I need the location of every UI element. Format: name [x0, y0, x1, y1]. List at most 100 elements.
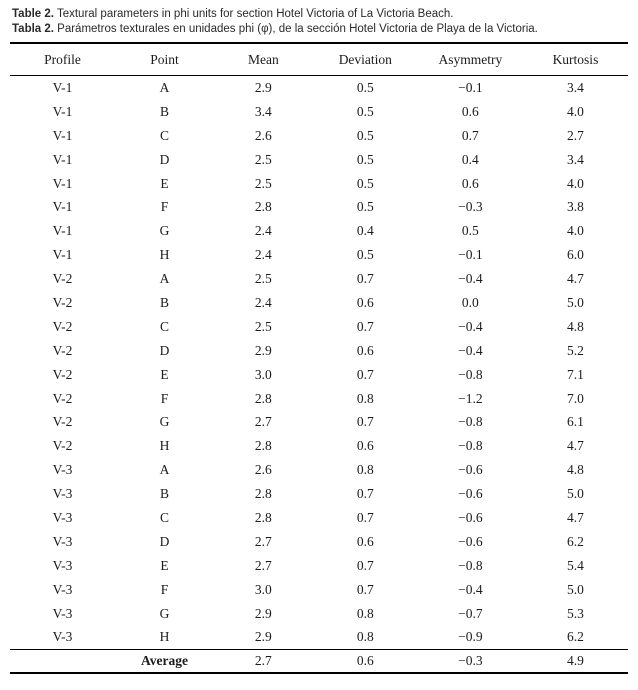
profile-cell: V-3 — [52, 581, 73, 597]
profile-cell: V-3 — [52, 629, 73, 645]
kurtosis-cell: 5.0 — [567, 294, 584, 310]
mean-cell: 2.6 — [254, 462, 272, 478]
table-row: V-1 B 3.4 0.5 0.6 4.0 — [10, 100, 628, 124]
asymmetry-cell: 0.4 — [461, 151, 479, 167]
kurtosis-cell: 4.7 — [567, 509, 584, 525]
table-row: V-1 G 2.4 0.4 0.5 4.0 — [10, 219, 628, 243]
asymmetry-cell: −0.3 — [458, 199, 483, 215]
table-row: V-1 A 2.9 0.5 −0.1 3.4 — [10, 76, 628, 100]
table-row: V-3 G 2.9 0.8 −0.7 5.3 — [10, 602, 628, 626]
point-cell: C — [159, 318, 169, 334]
profile-cell: V-2 — [52, 271, 73, 287]
deviation-cell: 0.6 — [356, 342, 374, 358]
asymmetry-cell: −0.9 — [458, 629, 483, 645]
deviation-cell: 0.7 — [356, 557, 374, 573]
profile-cell: V-2 — [52, 438, 73, 454]
table-body: V-1 A 2.9 0.5 −0.1 3.4 V-1 B 3.4 0.5 0.6… — [10, 76, 628, 674]
point-cell: D — [159, 533, 170, 549]
table-row: V-2 A 2.5 0.7 −0.4 4.7 — [10, 267, 628, 291]
deviation-cell: 0.8 — [356, 605, 374, 621]
profile-cell: V-2 — [52, 366, 73, 382]
average-mean-cell: 2.7 — [213, 649, 313, 674]
asymmetry-cell: −0.8 — [458, 366, 483, 382]
profile-cell: V-1 — [52, 151, 73, 167]
kurtosis-cell: 4.0 — [567, 223, 584, 239]
profile-cell: V-2 — [52, 294, 73, 310]
profile-cell: V-2 — [52, 414, 73, 430]
asymmetry-cell: −0.4 — [458, 318, 483, 334]
deviation-cell: 0.6 — [356, 533, 374, 549]
table-row: V-1 E 2.5 0.5 0.6 4.0 — [10, 172, 628, 196]
mean-cell: 2.9 — [254, 342, 272, 358]
mean-cell: 2.9 — [254, 605, 272, 621]
deviation-cell: 0.6 — [356, 438, 374, 454]
table-row: V-3 D 2.7 0.6 −0.6 6.2 — [10, 530, 628, 554]
deviation-cell: 0.6 — [356, 294, 374, 310]
mean-cell: 2.7 — [254, 557, 272, 573]
textural-parameters-table: Profile Point Mean Deviation Asymmetry K… — [10, 42, 628, 675]
average-asymmetry-cell: −0.3 — [417, 649, 523, 674]
average-label-cell: Average — [115, 649, 214, 674]
profile-cell: V-1 — [52, 127, 73, 143]
profile-cell: V-3 — [52, 605, 73, 621]
caption-spanish-label: Tabla 2. — [12, 23, 54, 35]
caption-english-text: Textural parameters in phi units for sec… — [53, 8, 454, 20]
asymmetry-cell: 0.5 — [461, 223, 479, 239]
deviation-cell: 0.4 — [356, 223, 374, 239]
column-header-profile: Profile — [10, 43, 116, 76]
asymmetry-cell: −0.6 — [458, 462, 483, 478]
point-cell: G — [159, 605, 170, 621]
mean-cell: 2.5 — [254, 271, 272, 287]
mean-cell: 2.8 — [254, 486, 272, 502]
deviation-cell: 0.5 — [356, 79, 374, 95]
deviation-cell: 0.7 — [356, 271, 374, 287]
table-row: V-3 H 2.9 0.8 −0.9 6.2 — [10, 625, 628, 649]
mean-cell: 2.8 — [254, 390, 272, 406]
mean-cell: 2.4 — [254, 223, 272, 239]
header-row: Profile Point Mean Deviation Asymmetry K… — [10, 43, 628, 76]
table-row: V-2 G 2.7 0.7 −0.8 6.1 — [10, 410, 628, 434]
table-row: V-2 D 2.9 0.6 −0.4 5.2 — [10, 339, 628, 363]
point-cell: C — [159, 127, 169, 143]
kurtosis-cell: 7.1 — [567, 366, 584, 382]
table-row: V-1 F 2.8 0.5 −0.3 3.8 — [10, 195, 628, 219]
kurtosis-cell: 5.2 — [567, 342, 584, 358]
column-header-mean: Mean — [213, 43, 313, 76]
table-row: V-3 B 2.8 0.7 −0.6 5.0 — [10, 482, 628, 506]
point-cell: B — [159, 294, 169, 310]
asymmetry-cell: −0.7 — [458, 605, 483, 621]
point-cell: A — [159, 79, 170, 95]
mean-cell: 2.4 — [254, 294, 272, 310]
kurtosis-cell: 6.0 — [567, 247, 584, 263]
profile-cell: V-3 — [52, 557, 73, 573]
point-cell: H — [159, 438, 170, 454]
point-cell: B — [159, 486, 169, 502]
asymmetry-cell: −0.6 — [458, 533, 483, 549]
mean-cell: 2.7 — [254, 414, 272, 430]
point-cell: F — [160, 390, 169, 406]
asymmetry-cell: 0.7 — [461, 127, 479, 143]
kurtosis-cell: 5.3 — [567, 605, 584, 621]
deviation-cell: 0.5 — [356, 103, 374, 119]
asymmetry-cell: −0.4 — [458, 271, 483, 287]
mean-cell: 2.9 — [254, 629, 272, 645]
deviation-cell: 0.5 — [356, 127, 374, 143]
deviation-cell: 0.8 — [356, 629, 374, 645]
point-cell: E — [160, 366, 169, 382]
profile-cell: V-1 — [52, 79, 73, 95]
kurtosis-cell: 4.8 — [567, 462, 584, 478]
kurtosis-cell: 4.0 — [567, 103, 584, 119]
asymmetry-cell: −0.1 — [458, 79, 483, 95]
caption-english: Table 2. Textural parameters in phi unit… — [12, 7, 628, 21]
point-cell: G — [159, 414, 170, 430]
kurtosis-cell: 4.7 — [567, 271, 584, 287]
deviation-cell: 0.7 — [356, 486, 374, 502]
kurtosis-cell: 6.2 — [567, 533, 584, 549]
column-header-kurtosis: Kurtosis — [522, 43, 628, 76]
kurtosis-cell: 6.1 — [567, 414, 584, 430]
point-cell: H — [159, 247, 170, 263]
deviation-cell: 0.8 — [356, 390, 374, 406]
table-caption: Table 2. Textural parameters in phi unit… — [0, 0, 638, 39]
profile-cell: V-3 — [52, 509, 73, 525]
